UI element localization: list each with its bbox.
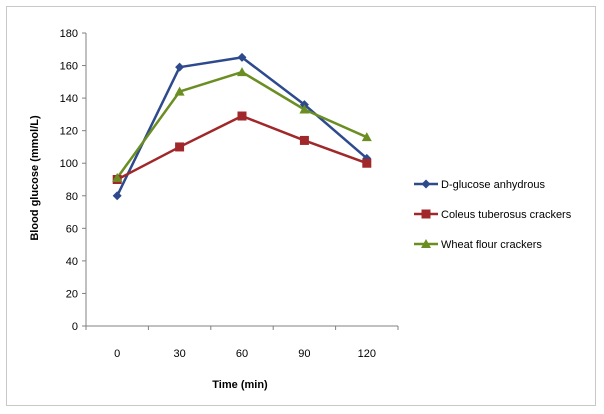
data-point-0-1	[175, 62, 185, 72]
legend-marker-1	[421, 209, 431, 219]
chart-frame	[6, 6, 596, 406]
y-tick-label: 20	[66, 288, 78, 300]
data-point-2-0	[112, 172, 123, 182]
legend-item-1: Coleus tuberosus crackers	[414, 209, 572, 221]
series-markers	[112, 52, 372, 201]
y-tick-label: 160	[60, 61, 78, 73]
axes	[82, 32, 399, 330]
legend-marker-0	[421, 179, 431, 189]
y-tick-label: 100	[60, 158, 78, 170]
data-point-1-3	[299, 135, 309, 145]
legend-label: Wheat flour crackers	[441, 239, 542, 251]
data-point-2-3	[299, 104, 310, 114]
legend-item-2: Wheat flour crackers	[414, 239, 542, 251]
x-tick-label: 0	[114, 348, 120, 360]
x-tick-label: 30	[173, 348, 185, 360]
data-point-0-2	[237, 52, 247, 62]
data-point-2-1	[174, 86, 185, 96]
x-axis-title: Time (min)	[212, 379, 268, 391]
data-point-1-4	[362, 158, 372, 168]
legend: D-glucose anhydrous Coleus tuberosus crac…	[414, 179, 572, 251]
legend-label: Coleus tuberosus crackers	[441, 209, 572, 221]
series-lines	[116, 56, 368, 197]
y-tick-label: 180	[60, 28, 78, 40]
data-point-2-2	[237, 67, 247, 77]
x-tick-label: 90	[298, 348, 310, 360]
y-tick-label: 0	[72, 321, 78, 333]
y-tick-label: 140	[60, 93, 78, 105]
data-point-0-0	[112, 191, 122, 201]
y-tick-label: 120	[60, 126, 78, 138]
legend-marker-2	[421, 239, 431, 248]
y-axis-title: Blood glucose (mmol/L)	[29, 115, 41, 241]
x-tick-label: 120	[358, 348, 376, 360]
legend-label: D-glucose anhydrous	[441, 179, 545, 191]
data-point-1-2	[237, 111, 247, 121]
x-tick-label: 60	[236, 348, 248, 360]
y-tick-labels: 0 20 40 60 80 100 120 140 160 180	[60, 28, 78, 333]
x-tick-labels: 0 30 60 90 120	[114, 348, 376, 360]
data-point-1-1	[175, 142, 185, 152]
y-tick-label: 60	[66, 223, 78, 235]
legend-item-0: D-glucose anhydrous	[414, 179, 545, 191]
y-tick-label: 40	[66, 256, 78, 268]
data-point-2-4	[361, 132, 372, 142]
y-tick-label: 80	[66, 191, 78, 203]
